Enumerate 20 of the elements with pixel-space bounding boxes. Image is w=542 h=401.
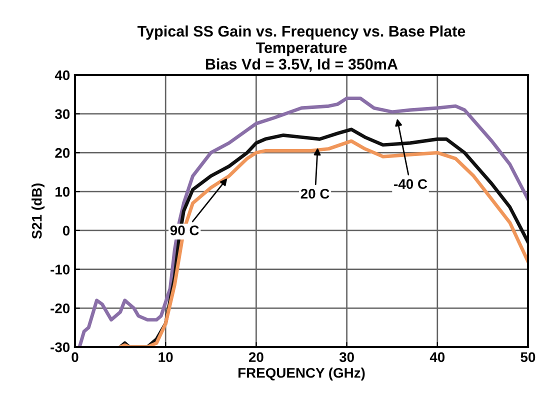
x-tick-label: 40 xyxy=(430,352,445,362)
y-tick-label: -10 xyxy=(50,264,70,274)
y-tick-label: -20 xyxy=(50,303,70,314)
y-axis-title: S21 (dB) xyxy=(32,184,45,239)
x-tick-label: 10 xyxy=(158,352,173,362)
x-tick-label: 30 xyxy=(339,352,354,362)
y-tick-label: 0 xyxy=(62,226,70,236)
annotation: 20 C xyxy=(300,188,330,199)
y-tick-label: 30 xyxy=(55,109,70,120)
x-tick-label: 50 xyxy=(520,352,536,362)
chart-title: Typical SS Gain vs. Frequency vs. Base Plate Temperature Bias Vd = 3.5V, Id = 350mA xyxy=(138,25,466,72)
y-tick-label: 40 xyxy=(54,70,70,80)
y-tick-label: 10 xyxy=(56,186,70,197)
annotation: -40 C xyxy=(394,179,428,189)
line-series xyxy=(78,96,528,347)
x-axis-title: FREQUENCY (GHz) xyxy=(238,368,365,381)
y-tick-label: 20 xyxy=(55,148,70,158)
x-tick-label: 20 xyxy=(248,352,264,362)
x-tick-label: 0 xyxy=(72,352,78,362)
y-tick-label: -30 xyxy=(50,342,70,352)
